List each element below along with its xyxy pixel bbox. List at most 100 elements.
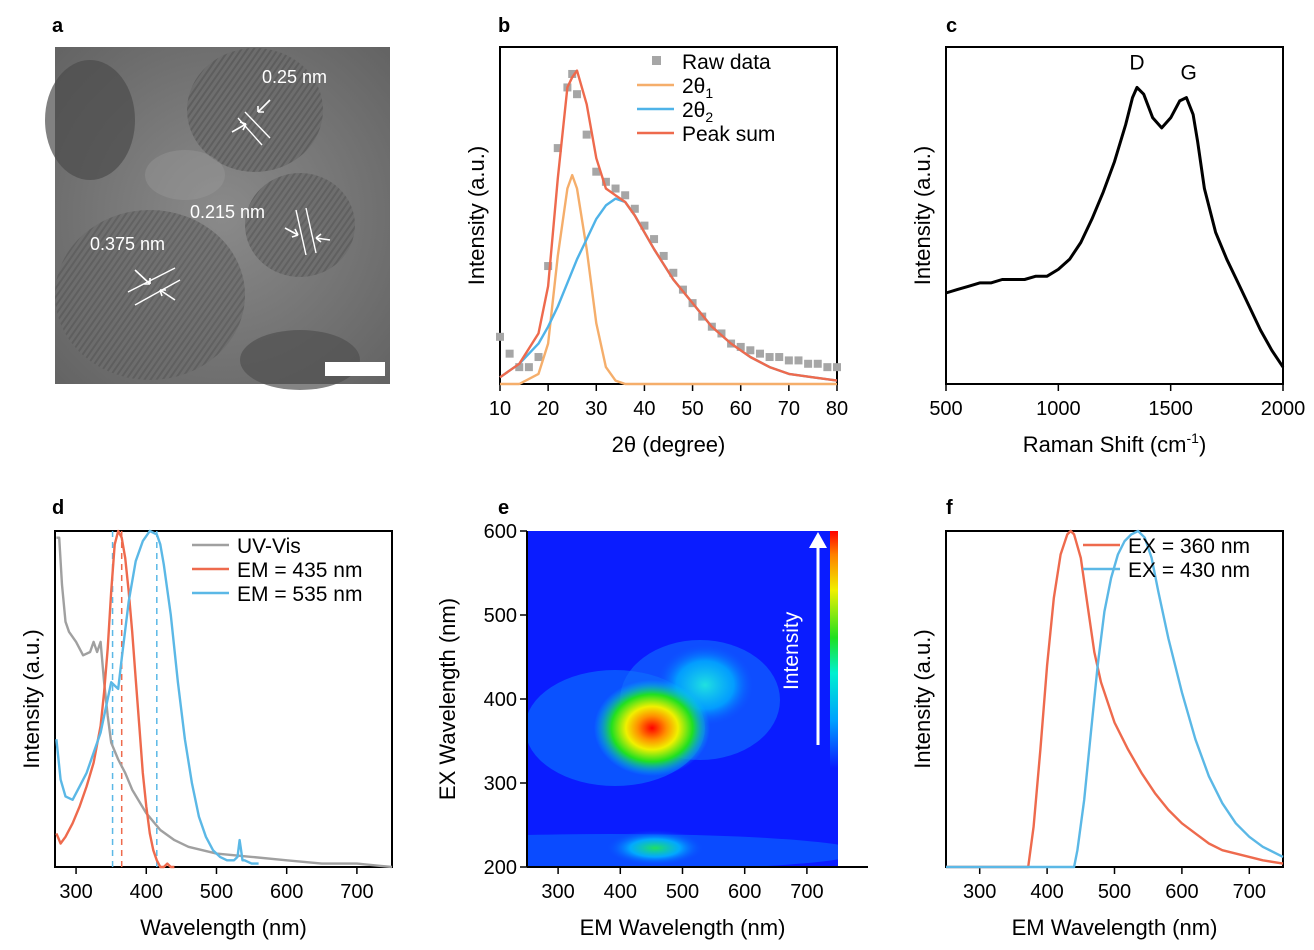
- legend-marker-b-0: [652, 56, 661, 65]
- heatmap-e: Intensity: [527, 531, 838, 867]
- series-line-b-1: [500, 173, 837, 386]
- tem-image: 0.25 nm 0.215 nm 0.375 nm: [45, 47, 390, 390]
- x-tick-label-f-0: 300: [963, 881, 996, 903]
- x-axis-label-c: Raman Shift (cm-1): [1023, 430, 1207, 457]
- point-b-0-36: [833, 363, 841, 372]
- x-tick-label-c-0: 500: [929, 398, 962, 420]
- panel-label-f: f: [946, 497, 953, 519]
- y-axis-label-b: Intensity (a.u.): [464, 146, 489, 285]
- point-b-0-14: [621, 191, 630, 200]
- x-tick-label-c-3: 2000: [1261, 398, 1306, 420]
- series-line-f-1: [946, 529, 1284, 869]
- chart-b: 10 20 30 40 50 60 70 80 2θ (degree) Raw data2θ12θ…: [489, 46, 848, 457]
- plot-frame-c: [945, 46, 1284, 385]
- series-line-c-0: [945, 85, 1285, 368]
- peak-annotation-c-1: G: [1180, 62, 1196, 85]
- legend-label-b-0: Raw data: [682, 51, 771, 74]
- legend-label-b-2: 2θ2: [682, 99, 713, 125]
- chart-f: 300 400 500 600 700 EM Wavelength (nm) EX = 36…: [945, 529, 1284, 940]
- point-b-0-1: [505, 349, 514, 358]
- x-tick-label-f-3: 600: [1165, 881, 1198, 903]
- colorbar-label: Intensity: [780, 611, 803, 690]
- point-b-0-6: [553, 144, 562, 153]
- x-axis-label-f: EM Wavelength (nm): [1012, 915, 1218, 940]
- point-b-0-33: [804, 359, 813, 368]
- point-b-0-24: [717, 329, 726, 338]
- point-b-0-12: [601, 177, 610, 186]
- x-tick-label-c-1: 1000: [1036, 398, 1081, 420]
- y-tick-label-e-1: 300: [484, 773, 517, 795]
- point-b-0-26: [736, 342, 745, 351]
- point-b-0-32: [794, 356, 803, 365]
- x-tick-label-e-3: 600: [728, 881, 761, 903]
- y-axis-label-d: Intensity (a.u.): [19, 629, 44, 768]
- tem-annotation-2: 0.375 nm: [90, 234, 165, 254]
- x-tick-label-d-1: 400: [130, 881, 163, 903]
- x-tick-label-d-2: 500: [200, 881, 233, 903]
- x-tick-label-d-4: 700: [340, 881, 373, 903]
- point-b-0-30: [775, 353, 784, 362]
- x-tick-label-b-1: 20: [537, 398, 559, 420]
- point-b-0-15: [630, 204, 639, 213]
- y-tick-label-e-3: 500: [484, 605, 517, 627]
- chart-c: 500 1000 1500 2000 Raman Shift (cm-1) D G: [929, 46, 1306, 457]
- y-axis-label-e: EX Wavelength (nm): [435, 598, 460, 800]
- x-tick-label-f-2: 500: [1098, 881, 1131, 903]
- legend-label-f-1: EX = 430 nm: [1128, 559, 1250, 582]
- series-line-b-2: [499, 197, 838, 382]
- legend-label-b-3: Peak sum: [682, 123, 775, 146]
- panel-label-e: e: [498, 497, 509, 519]
- point-b-0-0: [496, 332, 504, 341]
- x-tick-label-b-4: 50: [681, 398, 703, 420]
- scale-bar: [325, 362, 385, 376]
- tem-annotation-1: 0.215 nm: [190, 202, 265, 222]
- x-tick-label-e-4: 700: [790, 881, 823, 903]
- series-line-b-3: [499, 69, 838, 382]
- arrow-icons: [134, 99, 331, 301]
- x-tick-label-b-2: 30: [585, 398, 607, 420]
- x-tick-label-b-6: 70: [778, 398, 800, 420]
- point-b-0-2: [515, 363, 524, 372]
- point-b-0-10: [582, 130, 591, 139]
- point-b-0-8: [568, 69, 577, 78]
- point-b-0-29: [765, 353, 774, 362]
- x-tick-label-f-1: 400: [1030, 881, 1063, 903]
- x-tick-label-d-0: 300: [59, 881, 92, 903]
- point-b-0-31: [784, 356, 793, 365]
- plot-frame-d: [54, 530, 393, 868]
- panel-label-c: c: [946, 15, 957, 37]
- panel-label-a: a: [52, 15, 64, 37]
- x-tick-label-c-2: 1500: [1148, 398, 1193, 420]
- legend-label-b-1: 2θ1: [682, 75, 713, 101]
- chart-e: 300 400 500 600 700 200 300 400 500 600 EM Wavelen…: [484, 521, 868, 940]
- legend-label-d-0: UV-Vis: [237, 535, 301, 558]
- point-b-0-35: [823, 363, 832, 372]
- point-b-0-11: [592, 167, 601, 176]
- colorbar: [830, 531, 838, 768]
- point-b-0-19: [669, 268, 678, 277]
- x-axis-label-b: 2θ (degree): [612, 432, 726, 457]
- x-axis-label-d: Wavelength (nm): [140, 915, 307, 940]
- panel-label-b: b: [498, 15, 510, 37]
- y-tick-label-e-2: 400: [484, 689, 517, 711]
- series-line-d-2: [55, 529, 259, 865]
- point-b-0-5: [544, 262, 553, 271]
- y-axis-label-f: Intensity (a.u.): [910, 629, 935, 768]
- x-tick-label-b-0: 10: [489, 398, 511, 420]
- x-tick-label-b-3: 40: [633, 398, 655, 420]
- point-b-0-4: [534, 353, 543, 362]
- point-b-0-9: [573, 90, 582, 99]
- legend-label-d-2: EM = 535 nm: [237, 583, 362, 606]
- point-b-0-13: [611, 184, 620, 193]
- x-axis-label-e: EM Wavelength (nm): [580, 915, 786, 940]
- x-tick-label-e-1: 400: [604, 881, 637, 903]
- legend-label-d-1: EM = 435 nm: [237, 559, 362, 582]
- peak-annotation-c-0: D: [1129, 51, 1144, 74]
- legend-label-f-0: EX = 360 nm: [1128, 535, 1250, 558]
- x-tick-label-f-4: 700: [1233, 881, 1266, 903]
- y-axis-label-c: Intensity (a.u.): [910, 146, 935, 285]
- panel-label-d: d: [52, 497, 64, 519]
- plot-frame-b: [499, 46, 838, 385]
